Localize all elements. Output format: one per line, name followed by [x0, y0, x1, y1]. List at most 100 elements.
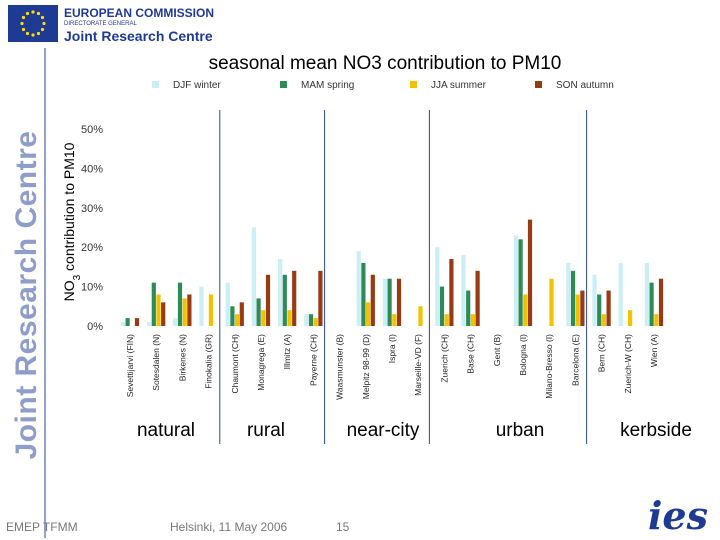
- bar: [208, 294, 213, 326]
- bar: [251, 227, 256, 326]
- group-label: rural: [247, 420, 285, 441]
- x-tick-label: Chaumont (CH): [230, 334, 240, 394]
- bar: [396, 278, 402, 326]
- ec-jrc-logo: EUROPEAN COMMISSION DIRECTORATE GENERAL …: [8, 5, 214, 45]
- y-tick-label: 0%: [87, 321, 103, 333]
- bar: [606, 290, 611, 326]
- chart-title: seasonal mean NO3 contribution to PM10: [209, 53, 562, 74]
- bar: [597, 294, 602, 326]
- eu-flag-icon: [8, 5, 58, 42]
- x-tick-label: Bern (CH): [597, 334, 607, 372]
- bar: [292, 270, 297, 326]
- y-ticks: 0% 10% 20% 30% 40% 50%: [81, 124, 103, 333]
- bar: [580, 290, 585, 326]
- bar: [147, 322, 152, 326]
- bar: [173, 318, 178, 326]
- org-jrc: Joint Research Centre: [64, 28, 213, 44]
- bar: [282, 274, 287, 326]
- bar: [256, 298, 261, 326]
- bar: [566, 262, 571, 326]
- footer-left: EMEP TFMM: [6, 520, 78, 534]
- x-tick-label: Zuerich-W (CH): [623, 334, 633, 394]
- x-tick-label: Sotesdalen (N): [151, 334, 161, 391]
- group-label: near-city: [347, 420, 420, 441]
- bar: [461, 255, 466, 326]
- bar: [549, 278, 554, 326]
- footer-center: Helsinki, 11 May 2006: [170, 520, 288, 534]
- bar: [313, 318, 318, 326]
- x-tick-label: Ispra (I): [387, 334, 397, 363]
- y-tick-label: 10%: [81, 282, 103, 294]
- y-tick-label: 50%: [81, 124, 103, 136]
- org-directorate: DIRECTORATE GENERAL: [64, 21, 137, 27]
- bar: [308, 314, 314, 326]
- bar: [470, 314, 475, 326]
- org-name: EUROPEAN COMMISSION: [64, 6, 215, 20]
- bar: [125, 318, 130, 326]
- x-tick-label: Melpitz 98-99 (D): [361, 334, 371, 399]
- legend-swatch: [535, 81, 542, 88]
- x-tick-label: Milano-Bresso (I): [544, 334, 554, 399]
- legend-label: SON autumn: [556, 80, 614, 91]
- bar: [134, 318, 140, 326]
- x-tick-labels: Sevettijarvi (FIN) Sotesdalen (N) Birkenes…: [125, 334, 659, 400]
- group-labels: natural rural near-city urban kerbside: [137, 420, 692, 441]
- bar: [239, 302, 244, 326]
- bars: [120, 219, 664, 326]
- ies-logo: ies: [648, 493, 709, 538]
- bar: [435, 247, 440, 326]
- bar: [527, 219, 533, 326]
- bar: [523, 294, 528, 326]
- bar: [261, 310, 266, 326]
- bar: [628, 310, 633, 326]
- group-label: natural: [137, 420, 195, 441]
- bar: [199, 286, 204, 326]
- x-tick-label: Marseille-VD (F): [413, 334, 423, 396]
- chart-legend: DJF winter MAM spring JJA summer SON autumn: [152, 80, 614, 91]
- y-tick-label: 40%: [81, 163, 103, 175]
- bar: [518, 239, 523, 326]
- x-tick-label: Barcelona (E): [570, 334, 580, 386]
- y-tick-label: 20%: [81, 242, 103, 254]
- bar: [475, 270, 480, 326]
- legend-label: MAM spring: [301, 80, 354, 91]
- side-divider: [44, 48, 46, 538]
- bar: [570, 270, 576, 326]
- x-tick-label: Waasmunster (B): [335, 334, 345, 400]
- bar: [265, 274, 271, 326]
- x-tick-label: Wien (A): [649, 334, 659, 367]
- x-tick-label: Finokalia (GR): [204, 334, 214, 389]
- bar: [418, 306, 423, 326]
- bar: [356, 251, 361, 326]
- bar: [151, 282, 156, 326]
- bar: [235, 314, 240, 326]
- bar: [361, 262, 366, 326]
- legend-swatch: [280, 81, 287, 88]
- x-tick-label: Illmitz (A): [282, 334, 292, 370]
- x-tick-label: Payerne (CH): [308, 334, 318, 386]
- bar: [278, 259, 283, 326]
- bar: [618, 262, 623, 326]
- bar: [649, 282, 654, 326]
- bar: [177, 282, 183, 326]
- bar: [601, 314, 606, 326]
- x-tick-label: Zuerich (CH): [439, 334, 449, 383]
- group-label: kerbside: [620, 420, 692, 441]
- bar: [187, 294, 192, 326]
- bar: [466, 290, 471, 326]
- bar: [575, 294, 580, 326]
- y-tick-label: 30%: [81, 203, 103, 215]
- bar: [182, 298, 187, 326]
- bar: [644, 262, 649, 326]
- legend-label: DJF winter: [173, 80, 221, 91]
- bar: [287, 310, 292, 326]
- bar: [382, 278, 387, 326]
- bar: [392, 314, 397, 326]
- x-tick-label: Sevettijarvi (FIN): [125, 334, 135, 397]
- bar: [120, 322, 125, 326]
- bar: [654, 314, 659, 326]
- bar: [366, 302, 371, 326]
- bar: [156, 294, 161, 326]
- group-label: urban: [496, 420, 545, 441]
